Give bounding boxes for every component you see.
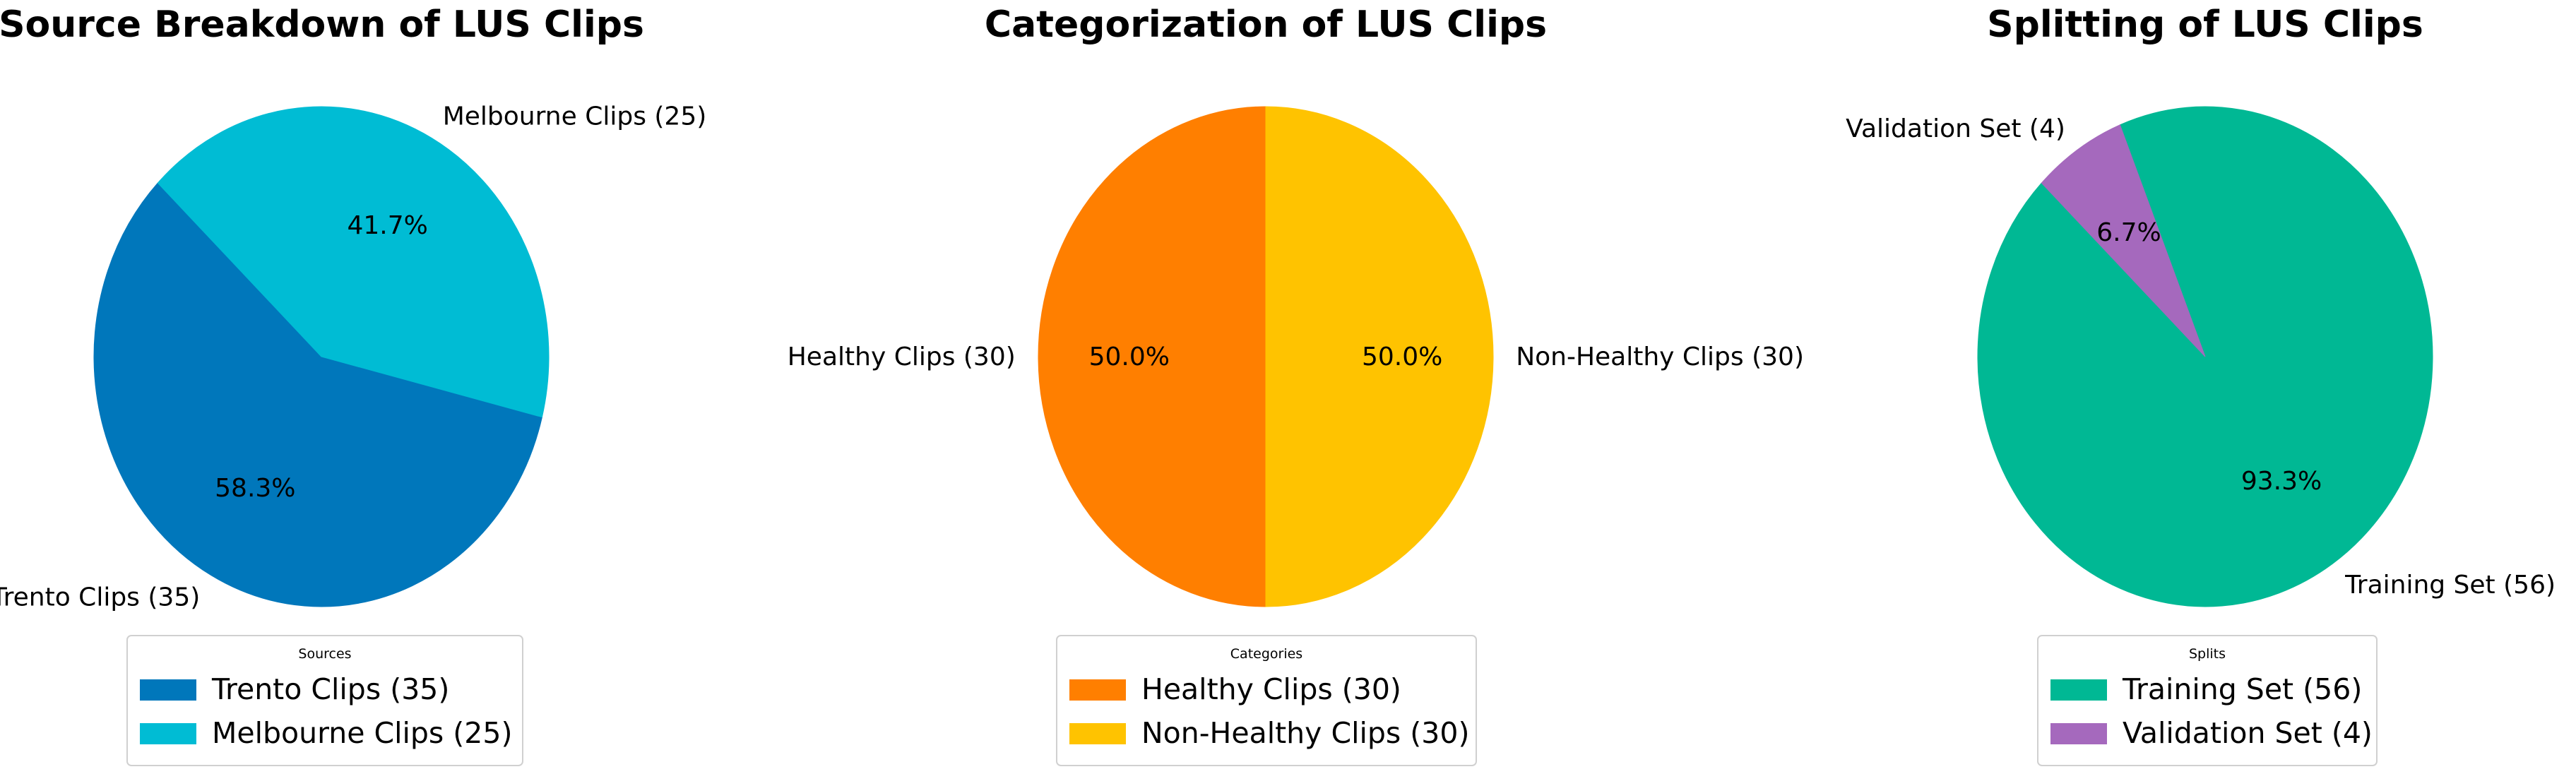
legend-item-label: Training Set (56): [2122, 672, 2362, 706]
pie-slice: [93, 182, 543, 607]
percent-label: 58.3%: [215, 474, 295, 503]
chart-title: Source Breakdown of LUS Clips: [0, 4, 644, 46]
pie-slice: [1038, 106, 1266, 607]
pie-chart-2: Categorization of LUS Clips 50.0% Healthy …: [788, 4, 1804, 766]
legend-swatch: [140, 679, 196, 701]
legend-swatch: [140, 723, 196, 744]
pie-chart-1: Source Breakdown of LUS Clips 58.3% Trento…: [0, 4, 706, 766]
percent-label: 50.0%: [1362, 343, 1442, 371]
legend-title: Categories: [1230, 646, 1302, 662]
legend-item-label: Healthy Clips (30): [1141, 672, 1401, 706]
percent-label: 41.7%: [347, 211, 427, 240]
slice-label: Non-Healthy Clips (30): [1516, 343, 1804, 371]
legend-swatch: [1069, 679, 1126, 701]
legend-item-label: Validation Set (4): [2123, 716, 2373, 750]
percent-label: 93.3%: [2241, 467, 2322, 496]
legend-swatch: [2050, 679, 2107, 701]
legend-frame: [126, 635, 523, 766]
pie-chart-3: Splitting of LUS Clips 93.3% Training Set …: [1846, 4, 2556, 766]
legend-swatch: [1069, 723, 1126, 744]
legend: Sources Trento Clips (35) Melbourne Clips …: [126, 635, 523, 766]
legend-item-label: Melbourne Clips (25): [212, 716, 512, 750]
legend-title: Sources: [298, 646, 351, 662]
legend-frame: [2037, 635, 2378, 766]
percent-label: 50.0%: [1089, 343, 1170, 371]
chart-title: Splitting of LUS Clips: [1987, 4, 2423, 46]
legend: Splits Training Set (56) Validation Set (4…: [2037, 635, 2378, 766]
legend-title: Splits: [2189, 646, 2226, 662]
legend-swatch: [2050, 723, 2107, 744]
legend-frame: [1056, 635, 1477, 766]
slice-label: Training Set (56): [2344, 571, 2556, 600]
percent-label: 6.7%: [2096, 218, 2161, 247]
legend-item-label: Trento Clips (35): [211, 672, 449, 706]
pie-slice: [1265, 106, 1494, 607]
pie-slice: [2041, 124, 2206, 357]
slice-label: Trento Clips (35): [0, 583, 200, 612]
legend: Categories Healthy Clips (30) Non-Healthy …: [1056, 635, 1477, 766]
legend-item-label: Non-Healthy Clips (30): [1141, 716, 1469, 750]
slice-label: Healthy Clips (30): [788, 343, 1016, 371]
slice-label: Melbourne Clips (25): [443, 102, 707, 131]
pie-slice: [157, 106, 550, 418]
slice-label: Validation Set (4): [1846, 114, 2065, 143]
chart-title: Categorization of LUS Clips: [985, 4, 1547, 46]
